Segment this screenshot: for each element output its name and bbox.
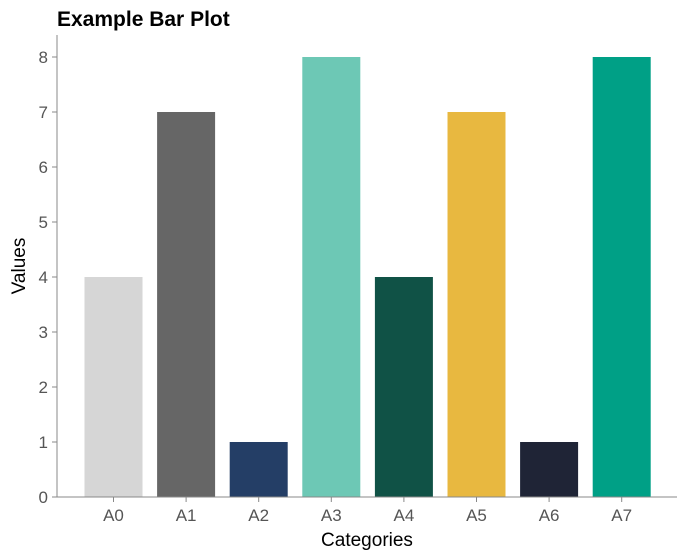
y-tick-label-3: 3 bbox=[39, 323, 48, 342]
y-axis: 0 1 2 3 4 5 6 7 8 bbox=[39, 35, 58, 507]
y-tick-label-7: 7 bbox=[39, 103, 48, 122]
x-tick-label-a6: A6 bbox=[539, 506, 560, 525]
bar-a5 bbox=[447, 112, 506, 497]
bar-a0 bbox=[84, 277, 143, 497]
x-tick-label-a7: A7 bbox=[611, 506, 632, 525]
bar-a2 bbox=[229, 442, 288, 497]
bar-a7 bbox=[592, 57, 651, 497]
y-tick-label-2: 2 bbox=[39, 378, 48, 397]
x-axis-label: Categories bbox=[321, 530, 413, 551]
x-tick-label-a0: A0 bbox=[103, 506, 124, 525]
y-tick-label-6: 6 bbox=[39, 158, 48, 177]
chart-title: Example Bar Plot bbox=[57, 8, 230, 31]
bar-a6 bbox=[520, 442, 579, 497]
y-axis-label: Values bbox=[9, 238, 30, 295]
y-tick-label-1: 1 bbox=[39, 433, 48, 452]
x-axis: A0 A1 A2 A3 A4 A5 A6 A7 bbox=[57, 496, 677, 525]
bars-group bbox=[84, 57, 651, 497]
x-tick-label-a4: A4 bbox=[394, 506, 415, 525]
x-tick-label-a1: A1 bbox=[176, 506, 197, 525]
bar-a3 bbox=[302, 57, 361, 497]
y-tick-label-5: 5 bbox=[39, 213, 48, 232]
bar-a4 bbox=[374, 277, 433, 497]
x-tick-label-a3: A3 bbox=[321, 506, 342, 525]
y-tick-label-8: 8 bbox=[39, 48, 48, 67]
y-tick-label-0: 0 bbox=[39, 488, 48, 507]
bar-a1 bbox=[157, 112, 216, 497]
x-tick-label-a5: A5 bbox=[466, 506, 487, 525]
y-tick-label-4: 4 bbox=[39, 268, 48, 287]
x-tick-label-a2: A2 bbox=[248, 506, 269, 525]
